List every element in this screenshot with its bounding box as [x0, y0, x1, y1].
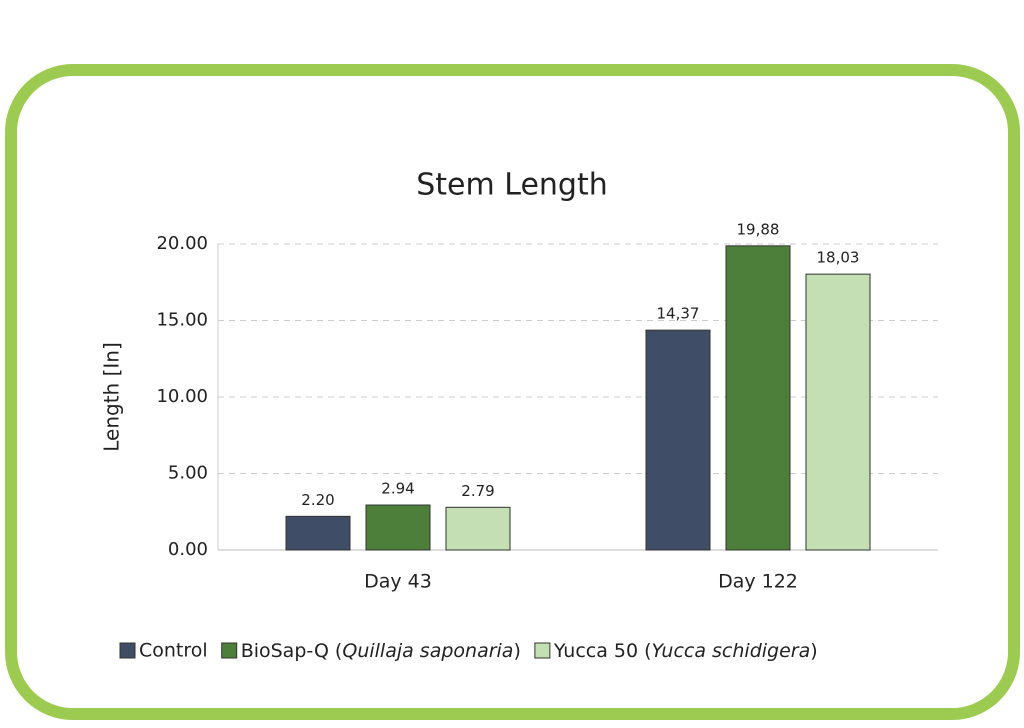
y-tick-label: 20.00	[156, 233, 208, 254]
y-tick-label: 5.00	[168, 463, 208, 484]
legend-label: Yucca 50 (Yucca schidigera)	[553, 640, 818, 662]
bar	[285, 515, 351, 551]
legend-swatch	[221, 642, 238, 659]
value-label: 18,03	[817, 249, 860, 267]
bar	[725, 245, 791, 551]
chart-title: Stem Length	[416, 168, 608, 203]
bar	[805, 273, 871, 551]
bar	[645, 329, 711, 551]
y-tick-label: 15.00	[156, 310, 208, 331]
legend-swatch	[119, 642, 136, 659]
x-tick-label: Day 43	[364, 571, 432, 593]
legend-label: Control	[139, 640, 208, 662]
value-label: 2.20	[301, 491, 334, 509]
value-label: 14,37	[657, 305, 700, 323]
y-tick-label: 10.00	[156, 386, 208, 407]
value-label: 2.79	[461, 482, 494, 500]
legend-swatch	[534, 642, 551, 659]
value-label: 19,88	[737, 220, 780, 238]
x-tick-label: Day 122	[718, 571, 798, 593]
y-tick-label: 0.00	[168, 539, 208, 560]
card-border	[5, 64, 1020, 720]
bar	[445, 506, 511, 551]
y-axis-label: Length [In]	[100, 342, 124, 452]
legend-label: BioSap-Q (Quillaja saponaria)	[241, 640, 521, 662]
value-label: 2.94	[381, 480, 414, 498]
bar	[365, 504, 431, 551]
